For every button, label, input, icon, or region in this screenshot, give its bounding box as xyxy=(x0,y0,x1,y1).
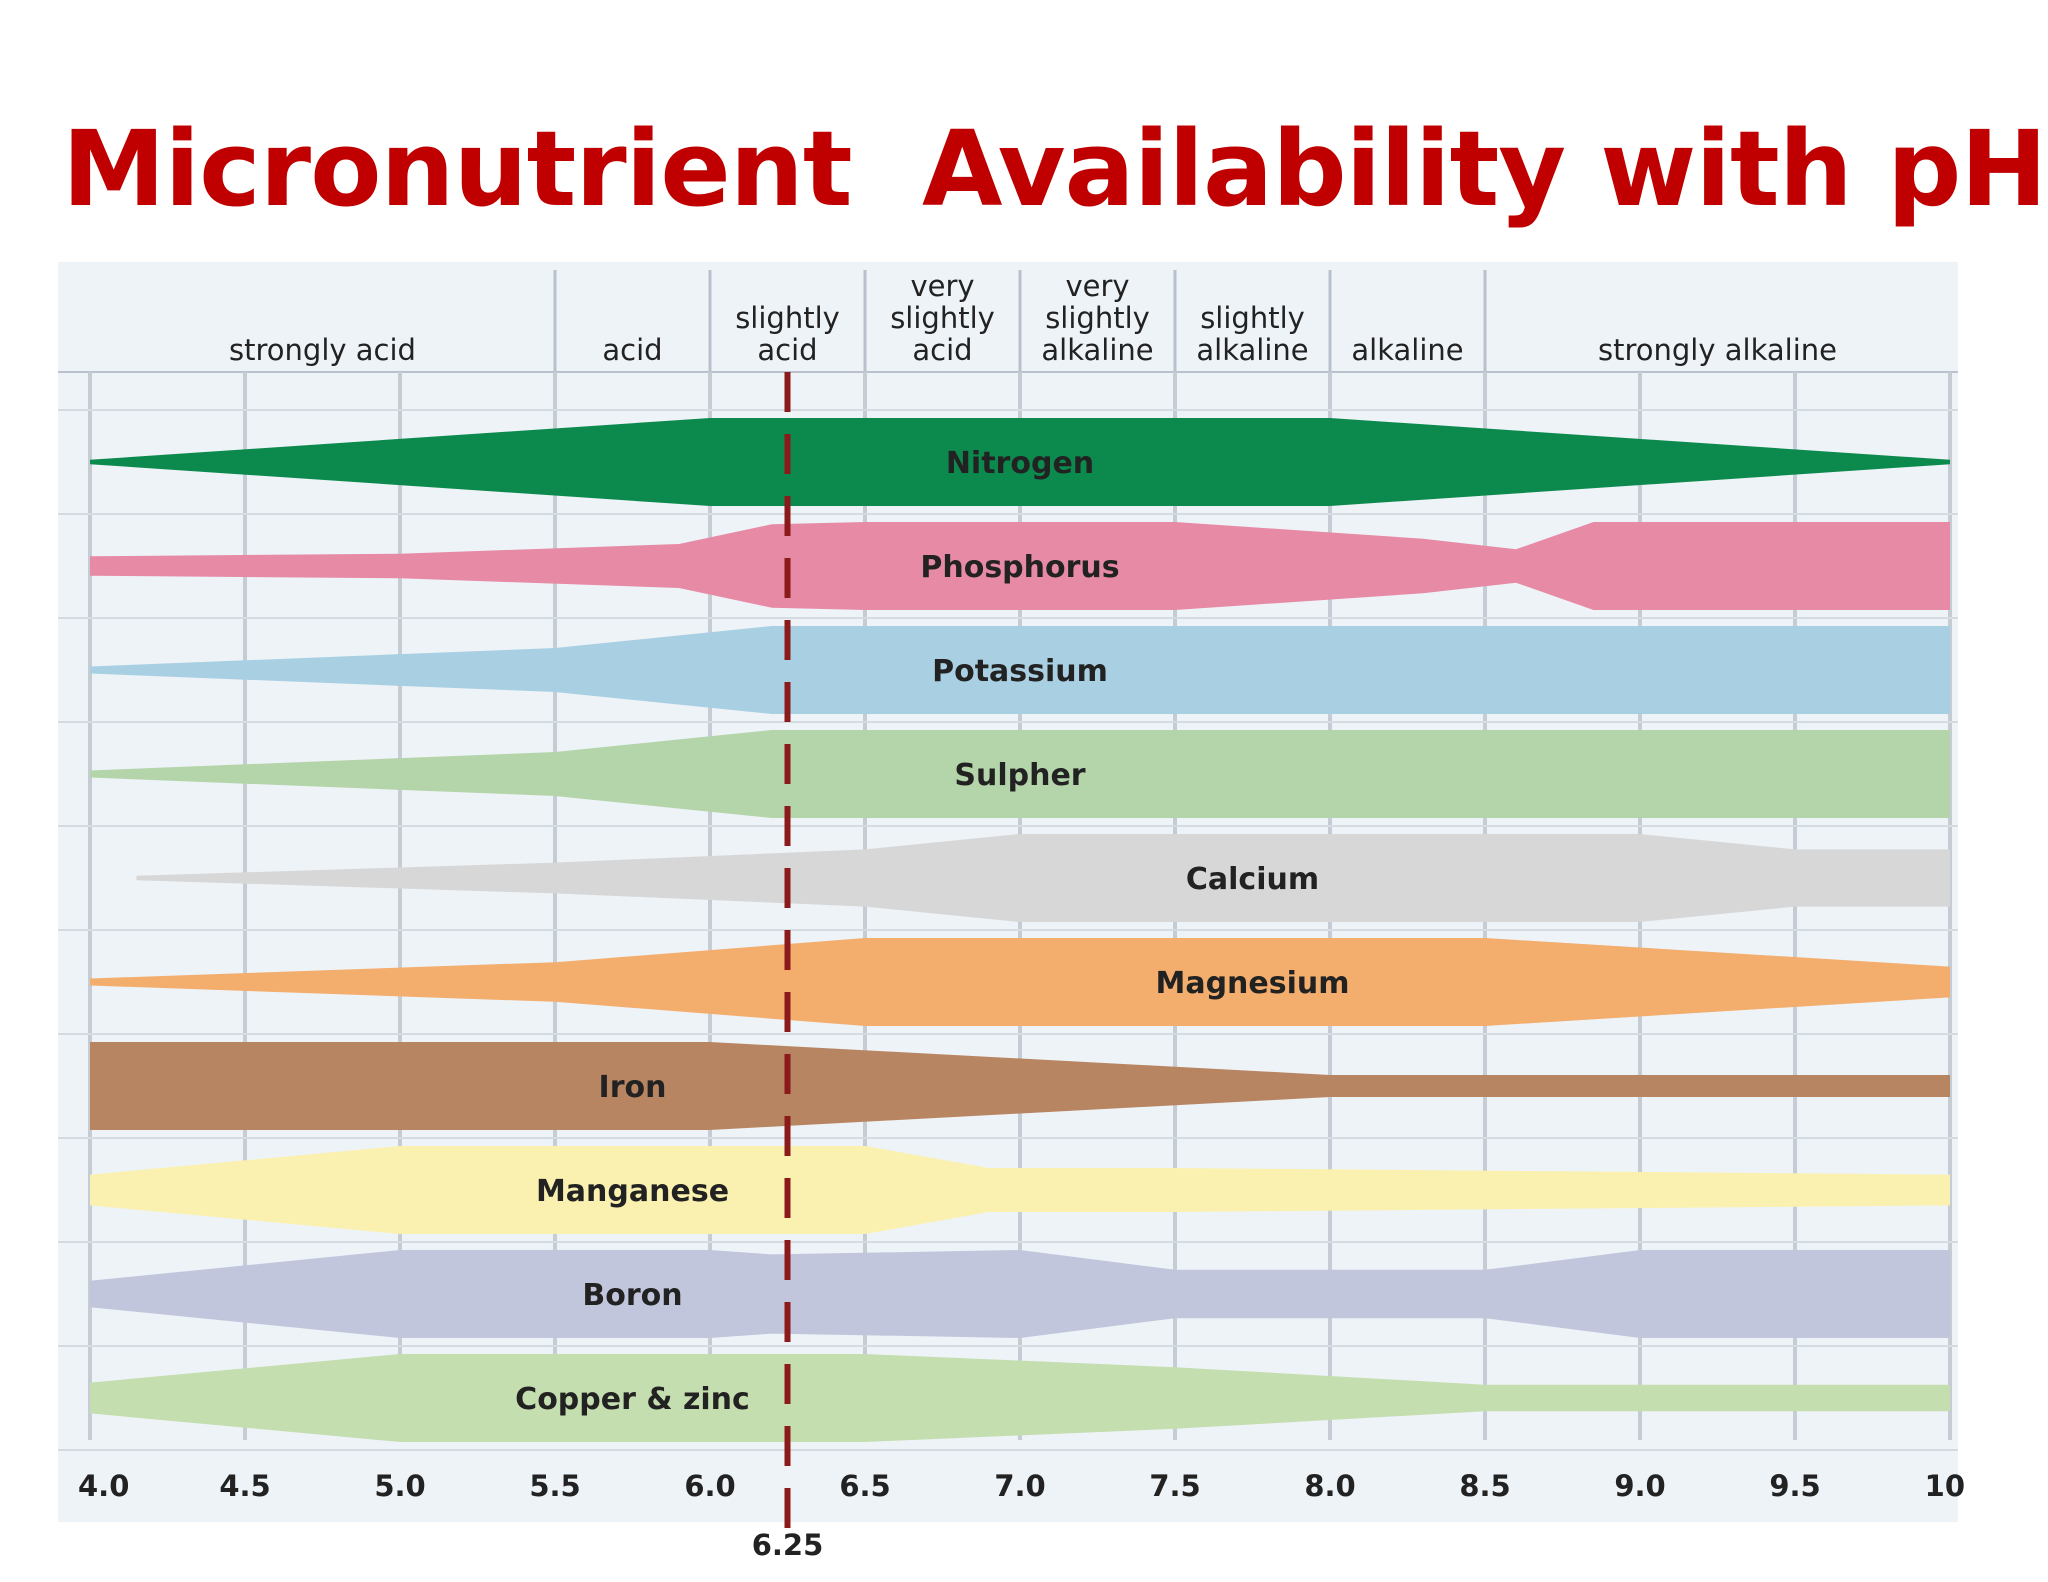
reaction-zone-labels: strongly acid acidslightlyacidveryslightl… xyxy=(229,269,1837,372)
zone-label: slightly xyxy=(735,301,840,335)
band-label: Iron xyxy=(599,1070,667,1105)
zone-label: alkaline xyxy=(1351,333,1463,367)
zone-label: very xyxy=(910,269,974,303)
zone-label: very xyxy=(1065,269,1129,303)
tick-label: 6.5 xyxy=(839,1469,890,1503)
zone-label: strongly alkaline xyxy=(1598,333,1837,367)
band-iron xyxy=(90,1042,1950,1130)
tick-label: 8.0 xyxy=(1304,1469,1355,1503)
tick-label: 4.5 xyxy=(219,1469,270,1503)
band-boron xyxy=(90,1250,1950,1338)
zone-label: alkaline xyxy=(1196,333,1308,367)
zone-label: slightly xyxy=(890,301,995,335)
page-title: Micronutrient Availability with pH xyxy=(62,108,2047,230)
band-copper-zinc xyxy=(90,1354,1950,1442)
band-label: Phosphorus xyxy=(920,550,1119,585)
ph-marker: 6.25 xyxy=(752,372,824,1562)
band-nitrogen xyxy=(90,418,1950,506)
marker-label: 6.25 xyxy=(752,1528,824,1562)
band-label: Calcium xyxy=(1186,862,1319,897)
band-label: Manganese xyxy=(536,1174,729,1209)
tick-label: 5.5 xyxy=(529,1469,580,1503)
tick-label: 6.0 xyxy=(684,1469,735,1503)
zone-label: slightly xyxy=(1045,301,1150,335)
zone-label: alkaline xyxy=(1041,333,1153,367)
zone-label: strongly acid xyxy=(229,333,416,367)
tick-label: 4.0 xyxy=(78,1469,129,1503)
band-sulpher xyxy=(90,730,1950,818)
band-label: Potassium xyxy=(932,654,1108,689)
band-potassium xyxy=(90,626,1950,714)
x-axis-ticks: 4.0 4.5 5.0 5.5 6.0 6.5 7.0 7.5 8.0 8.5 9.0 9.5 10 xyxy=(78,1469,1965,1503)
band-calcium xyxy=(136,834,1950,922)
band-label: Copper & zinc xyxy=(515,1382,750,1417)
band-manganese xyxy=(90,1146,1950,1234)
band-label: Magnesium xyxy=(1155,966,1349,1001)
tick-label: 7.0 xyxy=(994,1469,1045,1503)
band-label: Boron xyxy=(582,1278,682,1313)
tick-label: 7.5 xyxy=(1149,1469,1200,1503)
zone-label: acid xyxy=(912,333,972,367)
tick-label: 9.0 xyxy=(1614,1469,1665,1503)
zone-label: acid xyxy=(602,333,662,367)
nutrient-bands: Nitrogen Phosphorus Potassium Sulpher Calciu… xyxy=(90,418,1950,1442)
tick-label: 10 xyxy=(1925,1469,1965,1503)
zone-label: slightly xyxy=(1200,301,1305,335)
zone-label: acid xyxy=(757,333,817,367)
band-phosphorus xyxy=(90,522,1950,610)
tick-label: 9.5 xyxy=(1769,1469,1820,1503)
band-label: Sulpher xyxy=(954,758,1085,793)
tick-label: 8.5 xyxy=(1459,1469,1510,1503)
band-magnesium xyxy=(90,938,1950,1026)
tick-label: 5.0 xyxy=(374,1469,425,1503)
band-label: Nitrogen xyxy=(946,446,1094,481)
